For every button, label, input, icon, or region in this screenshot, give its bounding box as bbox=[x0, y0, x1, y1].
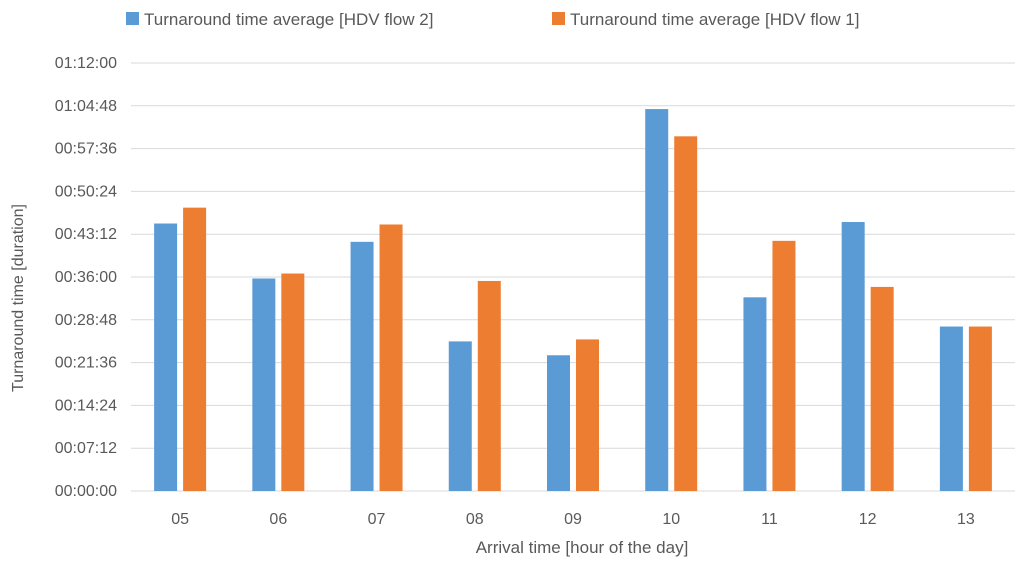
y-tick-label: 00:57:36 bbox=[55, 141, 117, 158]
x-tick-label: 11 bbox=[761, 511, 778, 528]
y-tick-label: 00:14:24 bbox=[55, 397, 117, 414]
bar-series-2-10 bbox=[674, 136, 698, 491]
y-tick-label: 00:43:12 bbox=[55, 226, 117, 243]
legend-swatch-series-1 bbox=[126, 12, 139, 25]
legend-swatch-series-2 bbox=[552, 12, 565, 25]
bar-series-2-11 bbox=[772, 240, 796, 491]
bar-series-1-07 bbox=[350, 241, 374, 491]
bar-series-1-09 bbox=[547, 355, 570, 491]
bar-series-2-12 bbox=[870, 286, 894, 491]
y-axis-title: Turnaround time [duration] bbox=[10, 204, 27, 392]
x-tick-label: 13 bbox=[957, 511, 975, 528]
bar-series-1-13 bbox=[939, 326, 963, 491]
bars bbox=[154, 109, 992, 492]
x-axis-title: Arrival time [hour of the day] bbox=[476, 538, 689, 557]
x-tick-label: 09 bbox=[564, 511, 582, 528]
y-tick-label: 00:00:00 bbox=[55, 483, 117, 500]
bar-series-1-12 bbox=[841, 222, 865, 491]
bar-series-2-06 bbox=[281, 273, 305, 491]
bar-series-2-07 bbox=[379, 224, 403, 492]
bar-series-2-08 bbox=[477, 280, 501, 491]
y-tick-label: 00:50:24 bbox=[55, 183, 117, 200]
y-tick-label: 00:36:00 bbox=[55, 269, 117, 286]
y-tick-label: 00:07:12 bbox=[55, 440, 117, 457]
bar-series-1-05 bbox=[154, 223, 178, 491]
bar-series-1-10 bbox=[645, 109, 669, 491]
legend: Turnaround time average [HDV flow 2] Turn… bbox=[126, 10, 859, 29]
bar-series-1-11 bbox=[743, 297, 767, 491]
bar-series-2-05 bbox=[183, 207, 207, 492]
gridlines bbox=[131, 62, 1015, 492]
x-tick-label: 08 bbox=[466, 511, 484, 528]
bar-series-2-13 bbox=[968, 326, 992, 491]
y-tick-label: 01:04:48 bbox=[55, 98, 117, 115]
y-tick-label: 00:21:36 bbox=[55, 355, 117, 372]
bar-series-2-09 bbox=[576, 339, 599, 491]
legend-label-series-2: Turnaround time average [HDV flow 1] bbox=[570, 10, 859, 29]
x-tick-label: 12 bbox=[859, 511, 877, 528]
x-tick-label: 10 bbox=[662, 511, 680, 528]
x-tick-label: 06 bbox=[269, 511, 287, 528]
x-axis-tick-labels: 05 06 07 08 09 10 11 12 13 bbox=[171, 511, 975, 528]
y-axis-tick-labels: 00:00:00 00:07:12 00:14:24 00:21:36 00:28:48… bbox=[55, 55, 117, 500]
y-tick-label: 00:28:48 bbox=[55, 312, 117, 329]
x-tick-label: 05 bbox=[171, 511, 189, 528]
bar-series-1-08 bbox=[448, 341, 472, 491]
legend-label-series-1: Turnaround time average [HDV flow 2] bbox=[144, 10, 433, 29]
y-tick-label: 01:12:00 bbox=[55, 55, 117, 72]
x-tick-label: 07 bbox=[368, 511, 386, 528]
bar-series-1-06 bbox=[252, 278, 276, 491]
